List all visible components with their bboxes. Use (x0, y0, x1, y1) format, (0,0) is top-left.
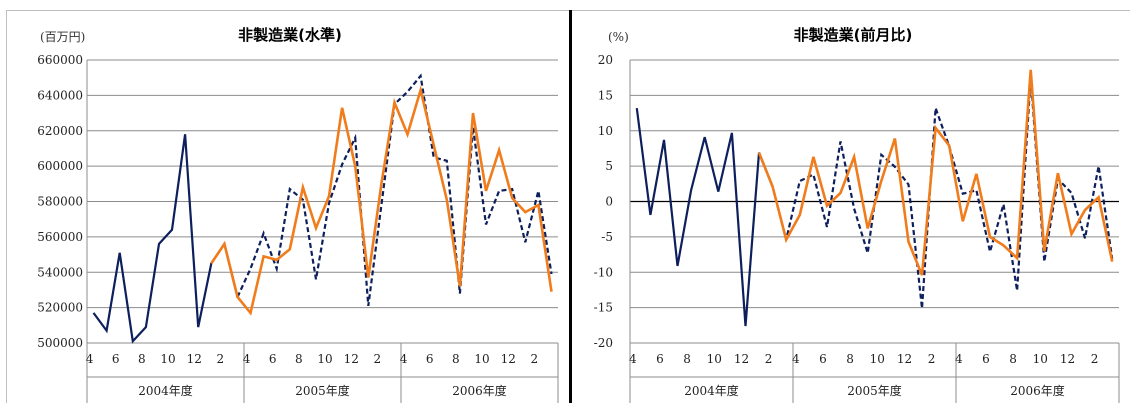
series-line-dashed-navy (757, 76, 1114, 309)
series-line-solid-orange (210, 85, 553, 316)
x-tick-label: 10 (317, 352, 332, 366)
y-tick-label: 520000 (37, 301, 83, 315)
y-tick-label: 580000 (37, 195, 83, 209)
x-tick-label: 2 (928, 352, 936, 366)
series-line-solid-navy (635, 107, 774, 327)
level-chart-panel: 非製造業(水準) (百万円) 500000 520000 540000 560000 580… (37, 26, 559, 405)
x-tick-label: 8 (138, 352, 146, 366)
x-tick-label: 6 (819, 352, 827, 366)
x-tick-label: 2 (1091, 352, 1099, 366)
year-label: 2004年度 (684, 383, 739, 398)
x-tick-label: 2 (531, 352, 539, 366)
x-tick-label: 12 (187, 352, 202, 366)
x-tick-label: 10 (474, 352, 489, 366)
left-panel-top-border (6, 10, 572, 11)
y-tick-label: 5 (605, 159, 613, 173)
x-tick-label: 8 (452, 352, 460, 366)
x-tick-label: 2 (217, 352, 225, 366)
x-tick-label: 6 (656, 352, 664, 366)
x-tick-label: 4 (629, 352, 637, 366)
year-label: 2004年度 (138, 383, 193, 398)
x-tick-label: 8 (295, 352, 303, 366)
year-label: 2005年度 (847, 383, 902, 398)
y-tick-label: 500000 (37, 336, 83, 350)
x-tick-label: 4 (243, 352, 251, 366)
chart-title: 非製造業(水準) (238, 26, 342, 44)
chart-title: 非製造業(前月比) (794, 26, 913, 44)
x-tick-label: 12 (501, 352, 516, 366)
year-label: 2006年度 (1010, 383, 1065, 398)
y-tick-label: 15 (598, 88, 613, 102)
x-tick-label: 8 (683, 352, 691, 366)
y-tick-label: 560000 (37, 230, 83, 244)
y-tick-label: 540000 (37, 265, 83, 279)
x-tick-label: 6 (982, 352, 990, 366)
y-tick-label: -5 (601, 230, 613, 244)
x-tick-label: 4 (792, 352, 800, 366)
x-tick-label: 8 (1009, 352, 1017, 366)
x-tick-label: 4 (955, 352, 963, 366)
x-tick-label: 12 (897, 352, 912, 366)
x-tick-label: 2 (765, 352, 773, 366)
mom-chart: 非製造業(前月比) (%) -20 -15 -10 -5 0 5 10 15 20 4 6 8 10 12 2 4… (594, 26, 1120, 405)
unit-label: (%) (608, 30, 629, 44)
series-line-solid-navy (92, 134, 239, 344)
x-tick-label: 4 (86, 352, 94, 366)
mom-chart-panel: 非製造業(前月比) (%) -20 -15 -10 -5 0 5 10 15 20 4 6 8 10 12 2 4… (573, 0, 1130, 405)
y-tick-label: 620000 (37, 124, 83, 138)
y-tick-label: 0 (605, 195, 613, 209)
year-label: 2006年度 (452, 383, 507, 398)
x-tick-label: 8 (846, 352, 854, 366)
x-tick-label: 10 (870, 352, 885, 366)
level-chart: 非製造業(水準) (百万円) 500000 520000 540000 560000 580… (37, 26, 559, 405)
y-tick-label: -15 (594, 301, 613, 315)
x-tick-label: 10 (707, 352, 722, 366)
y-tick-label: 600000 (37, 159, 83, 173)
series-line-solid-orange (757, 69, 1114, 276)
year-label: 2005年度 (295, 383, 350, 398)
unit-label: (百万円) (40, 30, 85, 44)
x-tick-label: 10 (1033, 352, 1048, 366)
x-tick-label: 12 (344, 352, 359, 366)
panel-divider (569, 10, 572, 403)
y-tick-label: 640000 (37, 88, 83, 102)
x-tick-label: 12 (1060, 352, 1075, 366)
y-tick-label: -20 (594, 336, 613, 350)
y-tick-label: -10 (594, 265, 613, 279)
x-tick-label: 2 (374, 352, 382, 366)
x-tick-label: 4 (400, 352, 408, 366)
x-tick-label: 6 (426, 352, 434, 366)
x-tick-label: 12 (734, 352, 749, 366)
x-tick-label: 6 (112, 352, 120, 366)
y-tick-label: 660000 (37, 53, 83, 67)
x-tick-label: 10 (160, 352, 175, 366)
y-tick-label: 20 (598, 53, 613, 67)
y-tick-label: 10 (598, 124, 613, 138)
left-panel-border (6, 10, 7, 403)
x-tick-label: 6 (269, 352, 277, 366)
right-panel-top-border (572, 10, 1130, 11)
